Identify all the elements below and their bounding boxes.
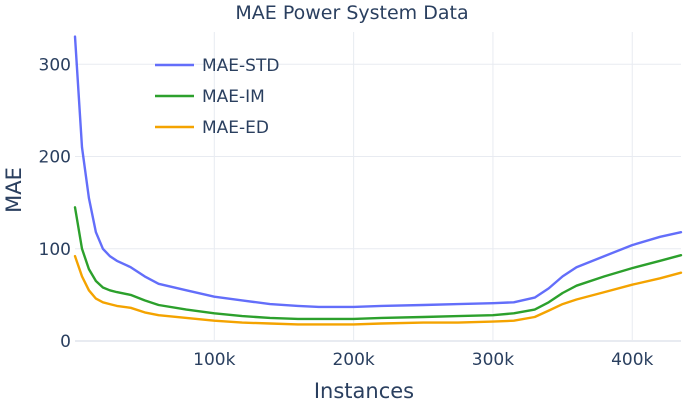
legend-label: MAE-ED [202, 118, 269, 138]
x-tick-label: 400k [611, 350, 653, 370]
y-tick-label: 0 [60, 332, 71, 352]
legend-label: MAE-STD [202, 56, 279, 76]
legend-label: MAE-IM [202, 87, 265, 107]
y-tick-label: 200 [39, 148, 71, 168]
grid [75, 32, 681, 342]
y-axis-title: MAE [2, 167, 26, 213]
legend[interactable]: MAE-STD MAE-IM MAE-ED [155, 56, 279, 138]
series-line-mae-std [73, 35, 683, 309]
series-lines [73, 35, 683, 326]
x-axis-title: Instances [314, 379, 414, 402]
x-tick-label: 100k [193, 350, 235, 370]
x-tick-label: 200k [332, 350, 374, 370]
legend-item-mae-std[interactable]: MAE-STD [155, 56, 279, 76]
x-axis-ticks: 100k 200k 300k 400k [193, 350, 653, 370]
chart-title: MAE Power System Data [235, 2, 468, 24]
y-tick-label: 300 [39, 55, 71, 75]
series-line-mae-im [73, 206, 683, 321]
series-line-mae-ed [73, 254, 683, 326]
legend-item-mae-im[interactable]: MAE-IM [155, 87, 265, 107]
y-tick-label: 100 [39, 240, 71, 260]
x-tick-label: 300k [472, 350, 514, 370]
legend-item-mae-ed[interactable]: MAE-ED [155, 118, 269, 138]
y-axis-ticks: 0 100 200 300 [39, 55, 71, 352]
